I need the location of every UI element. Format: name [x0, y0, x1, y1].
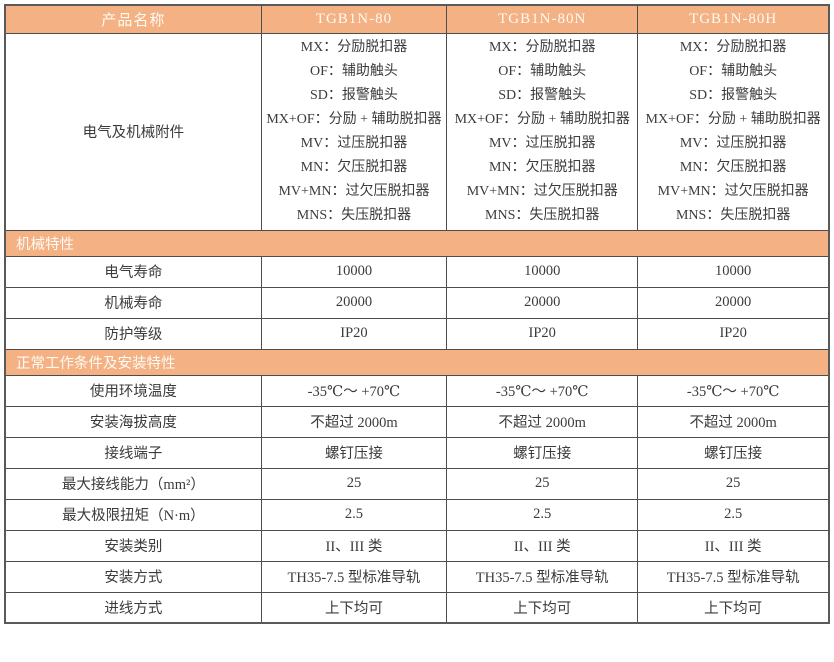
row-label: 电气寿命	[4, 255, 262, 288]
table-row: 进线方式 上下均可 上下均可 上下均可	[4, 591, 830, 624]
table-row: 安装方式 TH35-7.5 型标准导轨 TH35-7.5 型标准导轨 TH35-…	[4, 560, 830, 593]
section-header-mechanical: 机械特性	[4, 229, 830, 257]
accessory-line: SD：报警触头	[689, 87, 778, 103]
accessory-line: MN：欠压脱扣器	[679, 159, 787, 175]
table-row: 使用环境温度 -35℃～ +70℃ -35℃～ +70℃ -35℃～ +70℃	[4, 374, 830, 407]
row-label: 安装海拔高度	[4, 405, 262, 438]
cell-value: 10000	[260, 255, 448, 288]
cell-value: 螺钉压接	[637, 436, 830, 469]
accessory-line: MNS：失压脱扣器	[675, 207, 791, 223]
accessory-line: MV：过压脱扣器	[488, 135, 596, 151]
accessories-row: 电气及机械附件 MX：分励脱扣器 OF：辅助触头 SD：报警触头 MX+OF：分…	[4, 32, 830, 231]
accessory-line: MX：分励脱扣器	[300, 39, 408, 55]
header-product-tgb1n-80n: TGB1N-80N	[446, 4, 639, 34]
table-row: 安装类别 II、III 类 II、III 类 II、III 类	[4, 529, 830, 562]
table-header-row: 产品名称 TGB1N-80 TGB1N-80N TGB1N-80H	[4, 4, 830, 34]
cell-value: 25	[446, 467, 639, 500]
section-title: 正常工作条件及安装特性	[4, 348, 830, 376]
cell-value: 不超过 2000m	[260, 405, 448, 438]
row-label-accessories: 电气及机械附件	[4, 32, 262, 231]
cell-value: IP20	[446, 317, 639, 350]
cell-value: -35℃～ +70℃	[446, 374, 639, 407]
row-label: 接线端子	[4, 436, 262, 469]
cell-value: 2.5	[446, 498, 639, 531]
cell-value: 2.5	[260, 498, 448, 531]
cell-value: 25	[637, 467, 830, 500]
cell-value: 上下均可	[260, 591, 448, 624]
accessory-line: OF：辅助触头	[309, 63, 398, 79]
section-header-operating-conditions: 正常工作条件及安装特性	[4, 348, 830, 376]
cell-value: 20000	[260, 286, 448, 319]
table-row: 机械寿命 20000 20000 20000	[4, 286, 830, 319]
accessories-cell-col2: MX：分励脱扣器 OF：辅助触头 SD：报警触头 MX+OF：分励 + 辅助脱扣…	[446, 32, 639, 231]
cell-value: TH35-7.5 型标准导轨	[260, 560, 448, 593]
cell-value: 不超过 2000m	[446, 405, 639, 438]
cell-value: TH35-7.5 型标准导轨	[446, 560, 639, 593]
table-row: 最大极限扭矩（N·m） 2.5 2.5 2.5	[4, 498, 830, 531]
row-label: 使用环境温度	[4, 374, 262, 407]
cell-value: 10000	[637, 255, 830, 288]
cell-value: TH35-7.5 型标准导轨	[637, 560, 830, 593]
cell-value: 20000	[637, 286, 830, 319]
cell-value: 上下均可	[637, 591, 830, 624]
cell-value: 上下均可	[446, 591, 639, 624]
row-label: 安装方式	[4, 560, 262, 593]
row-label: 防护等级	[4, 317, 262, 350]
cell-value: II、III 类	[260, 529, 448, 562]
table-row: 接线端子 螺钉压接 螺钉压接 螺钉压接	[4, 436, 830, 469]
cell-value: II、III 类	[446, 529, 639, 562]
table-row: 安装海拔高度 不超过 2000m 不超过 2000m 不超过 2000m	[4, 405, 830, 438]
accessory-line: MX：分励脱扣器	[679, 39, 787, 55]
accessory-line: OF：辅助触头	[689, 63, 778, 79]
accessory-line: MX：分励脱扣器	[488, 39, 596, 55]
cell-value: 10000	[446, 255, 639, 288]
cell-value: II、III 类	[637, 529, 830, 562]
accessory-line: OF：辅助触头	[498, 63, 587, 79]
accessory-line: MX+OF：分励 + 辅助脱扣器	[645, 111, 821, 127]
accessory-line: SD：报警触头	[309, 87, 398, 103]
accessory-line: MN：欠压脱扣器	[488, 159, 596, 175]
accessory-line: SD：报警触头	[498, 87, 587, 103]
cell-value: 螺钉压接	[260, 436, 448, 469]
accessories-cell-col3: MX：分励脱扣器 OF：辅助触头 SD：报警触头 MX+OF：分励 + 辅助脱扣…	[637, 32, 830, 231]
table-row: 最大接线能力（mm²） 25 25 25	[4, 467, 830, 500]
accessory-line: MN：欠压脱扣器	[300, 159, 408, 175]
table-row: 电气寿命 10000 10000 10000	[4, 255, 830, 288]
cell-value: -35℃～ +70℃	[637, 374, 830, 407]
accessory-line: MX+OF：分励 + 辅助脱扣器	[266, 111, 442, 127]
cell-value: 20000	[446, 286, 639, 319]
cell-value: IP20	[637, 317, 830, 350]
row-label: 机械寿命	[4, 286, 262, 319]
row-label: 安装类别	[4, 529, 262, 562]
cell-value: 螺钉压接	[446, 436, 639, 469]
row-label: 进线方式	[4, 591, 262, 624]
accessory-line: MV+MN：过欠压脱扣器	[657, 183, 809, 199]
accessory-line: MX+OF：分励 + 辅助脱扣器	[454, 111, 630, 127]
header-product-name: 产品名称	[4, 4, 262, 34]
cell-value: 25	[260, 467, 448, 500]
row-label: 最大极限扭矩（N·m）	[4, 498, 262, 531]
accessory-line: MNS：失压脱扣器	[485, 207, 600, 223]
accessory-line: MV：过压脱扣器	[679, 135, 787, 151]
cell-value: IP20	[260, 317, 448, 350]
accessory-line: MV+MN：过欠压脱扣器	[466, 183, 618, 199]
row-label: 最大接线能力（mm²）	[4, 467, 262, 500]
cell-value: 2.5	[637, 498, 830, 531]
cell-value: -35℃～ +70℃	[260, 374, 448, 407]
accessory-line: MNS：失压脱扣器	[296, 207, 412, 223]
accessory-line: MV+MN：过欠压脱扣器	[278, 183, 430, 199]
cell-value: 不超过 2000m	[637, 405, 830, 438]
accessory-line: MV：过压脱扣器	[300, 135, 408, 151]
header-product-tgb1n-80h: TGB1N-80H	[637, 4, 830, 34]
product-spec-table: 产品名称 TGB1N-80 TGB1N-80N TGB1N-80H 电气及机械附…	[4, 4, 830, 624]
table-row: 防护等级 IP20 IP20 IP20	[4, 317, 830, 350]
section-title: 机械特性	[4, 229, 830, 257]
header-product-tgb1n-80: TGB1N-80	[260, 4, 448, 34]
accessories-cell-col1: MX：分励脱扣器 OF：辅助触头 SD：报警触头 MX+OF：分励 + 辅助脱扣…	[260, 32, 448, 231]
